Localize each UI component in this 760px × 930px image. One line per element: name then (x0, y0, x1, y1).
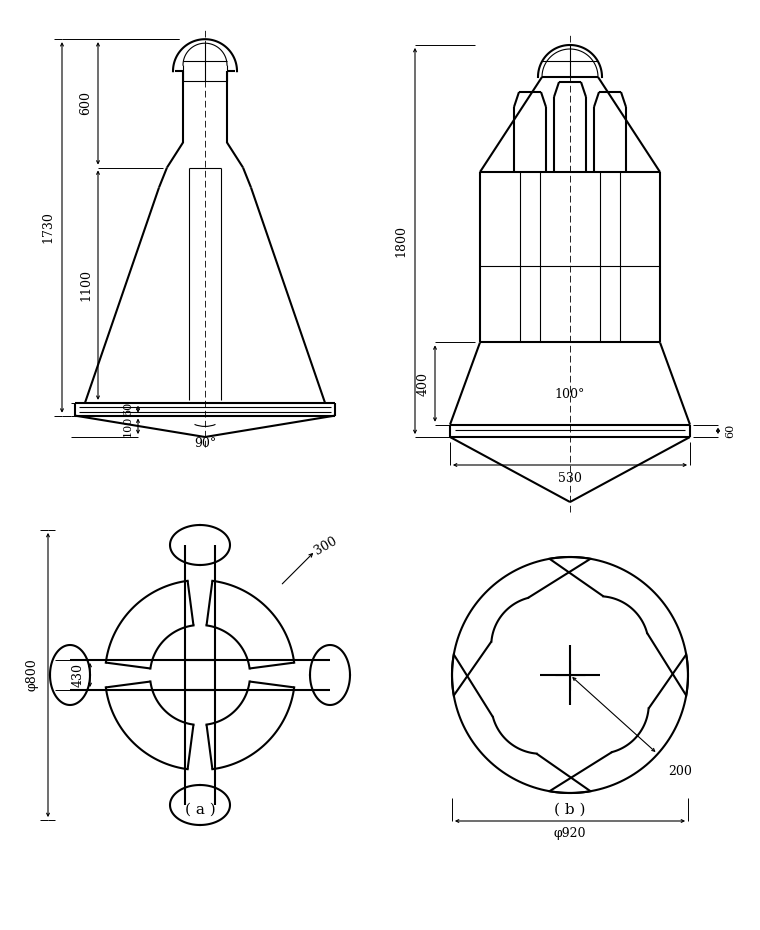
Text: 300: 300 (312, 534, 339, 557)
Text: 400: 400 (416, 372, 429, 395)
Text: 60: 60 (725, 424, 735, 438)
Text: 600: 600 (80, 91, 93, 115)
Text: φ920: φ920 (554, 828, 586, 841)
Text: 60: 60 (123, 402, 133, 417)
Text: 1730: 1730 (42, 211, 55, 244)
Text: 530: 530 (558, 472, 582, 485)
Text: 200: 200 (668, 765, 692, 778)
Text: ( b ): ( b ) (554, 803, 586, 817)
Text: 430: 430 (71, 663, 84, 687)
Text: 100°: 100° (555, 388, 585, 401)
Text: ( a ): ( a ) (185, 803, 215, 817)
Text: 100: 100 (123, 416, 133, 437)
Text: 1800: 1800 (394, 225, 407, 257)
Text: 90°: 90° (194, 437, 216, 450)
Text: φ800: φ800 (26, 658, 39, 691)
Text: 1100: 1100 (80, 269, 93, 301)
